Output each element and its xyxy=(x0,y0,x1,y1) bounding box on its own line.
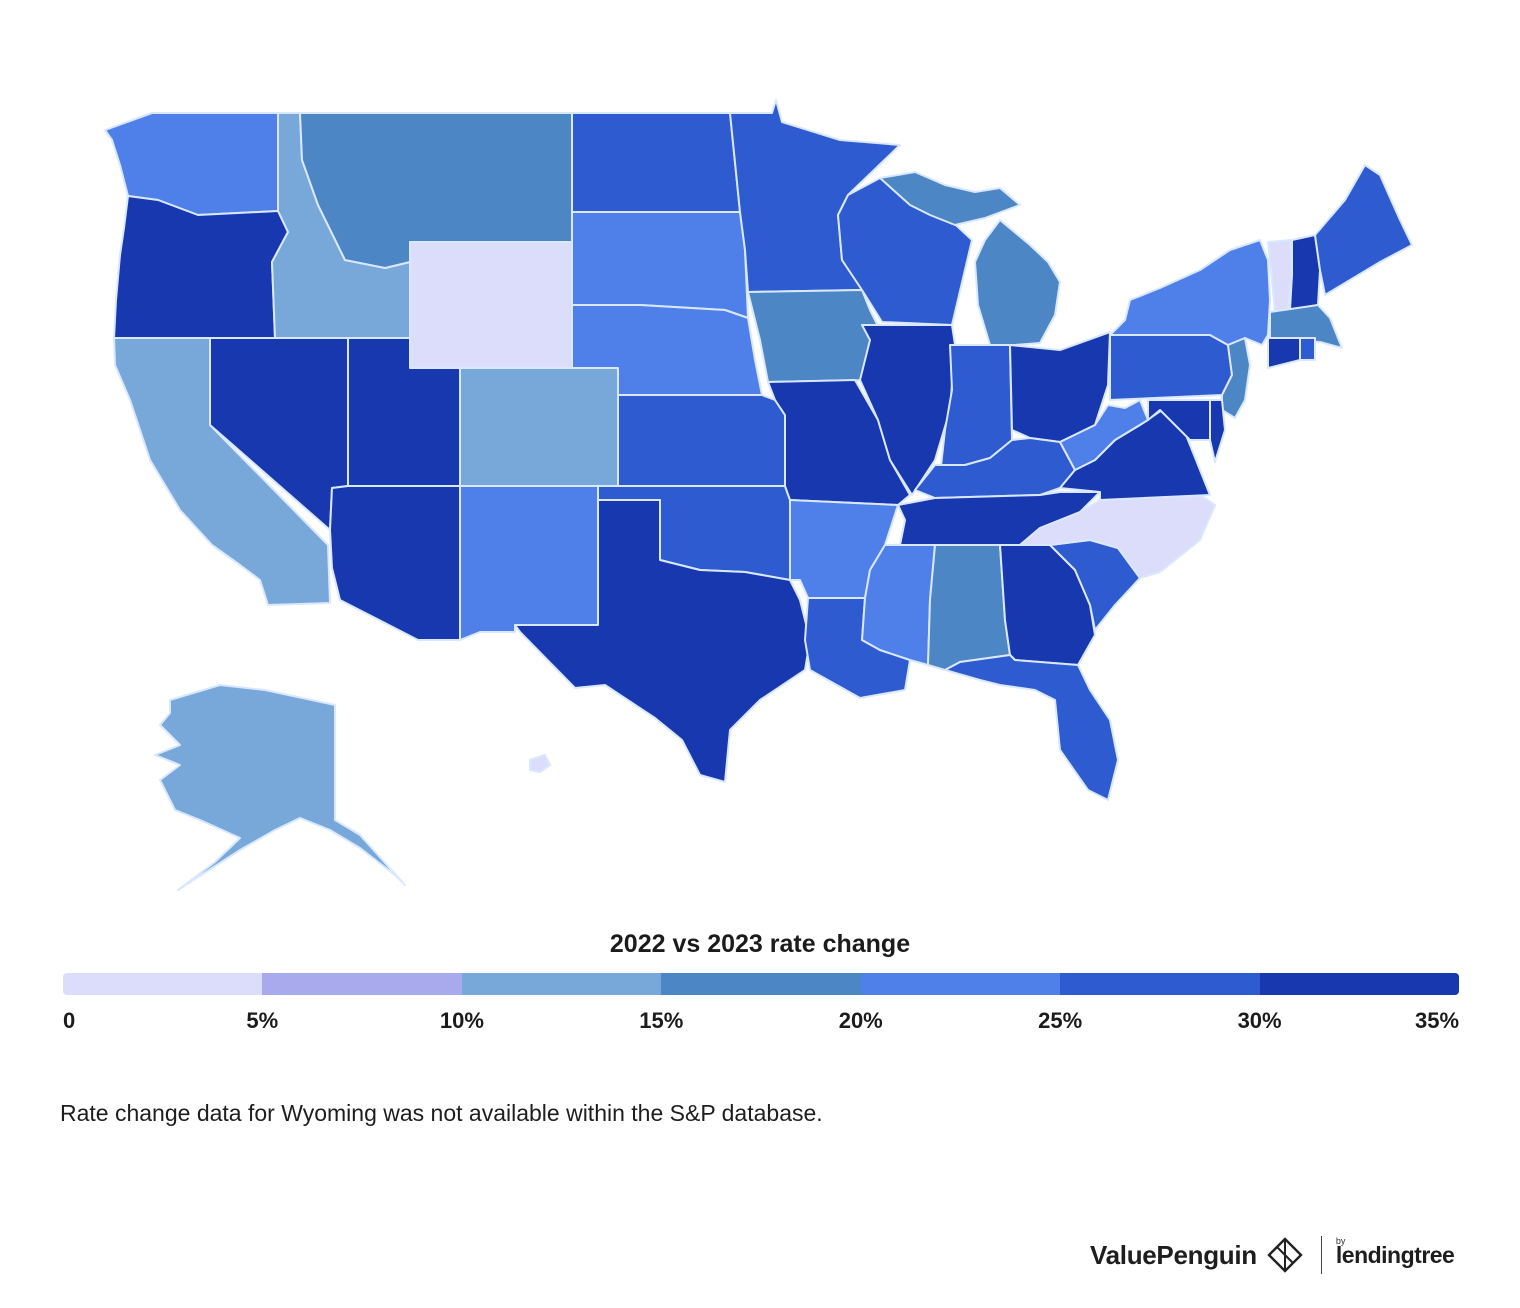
legend-swatch-3 xyxy=(461,973,662,995)
state-connecticut: Connecticut xyxy=(1267,337,1301,369)
us-choropleth-map: Washington Oregon California Idaho Nevad… xyxy=(104,99,1413,891)
state-alabama: Alabama xyxy=(927,544,1011,671)
state-south-dakota: South Dakota xyxy=(571,211,749,319)
state-michigan-lower: Michigan xyxy=(974,219,1061,346)
brand-by: by xyxy=(1335,1235,1346,1246)
state-north-dakota: North Dakota xyxy=(571,112,741,213)
state-kansas: Kansas xyxy=(617,394,786,487)
partner-name: lendingtree xyxy=(1335,1241,1455,1268)
legend-swatch-4 xyxy=(661,973,861,995)
valuepenguin-logo-icon xyxy=(1267,1237,1303,1273)
state-rhode-island: Rhode Island xyxy=(1299,337,1316,361)
state-florida: Florida xyxy=(944,654,1119,801)
legend-swatch-7 xyxy=(1259,973,1459,995)
legend-tick-label: 10% xyxy=(439,1008,484,1033)
state-colorado: Colorado xyxy=(459,367,619,487)
legend-swatch-1 xyxy=(63,973,263,995)
state-california: California xyxy=(113,337,331,606)
legend-title: 2022 vs 2023 rate change xyxy=(609,930,911,958)
legend-tick-label: 25% xyxy=(1038,1008,1083,1033)
legend-tick-label: 30% xyxy=(1237,1008,1282,1033)
state-maryland: Maryland xyxy=(1147,399,1211,441)
legend-tick-label: 5% xyxy=(246,1008,279,1033)
legend-color-bar xyxy=(63,973,1459,995)
footnote: Rate change data for Wyoming was not ava… xyxy=(60,1100,823,1126)
partner-brand: by lendingtree xyxy=(1335,1236,1455,1269)
legend-tick-label: 0 xyxy=(63,1008,76,1033)
branding: ValuePenguin by lendingtree xyxy=(1090,1230,1455,1280)
legend-swatch-5 xyxy=(860,973,1061,995)
brand-name: ValuePenguin xyxy=(1090,1239,1257,1270)
state-arizona: Arizona xyxy=(329,485,461,641)
legend-swatch-6 xyxy=(1060,973,1260,995)
state-maine: Maine xyxy=(1314,164,1413,296)
state-wyoming: Wyoming xyxy=(409,241,573,369)
legend-tick-label: 20% xyxy=(838,1008,883,1033)
state-pennsylvania: Pennsylvania xyxy=(1109,334,1233,401)
state-michigan-upper: Michigan xyxy=(879,171,1021,226)
state-oregon: Oregon xyxy=(113,195,289,339)
state-texas: Texas xyxy=(514,499,811,783)
brand-separator xyxy=(1320,1236,1322,1274)
legend-tick-labels: 0 5% 10% 15% 20% 25% 30% 35% xyxy=(63,1008,1459,1038)
state-west-virginia: West Virginia xyxy=(1059,399,1149,471)
state-illinois: Illinois xyxy=(859,324,956,496)
state-nebraska: Nebraska xyxy=(571,304,763,396)
legend-tick-label: 15% xyxy=(639,1008,684,1033)
state-hawaii: Hawaii xyxy=(529,754,551,773)
legend-tick-label: 35% xyxy=(1415,1008,1460,1033)
state-vermont: Vermont xyxy=(1267,239,1293,313)
state-alaska: Alaska xyxy=(154,684,406,891)
legend-swatch-2 xyxy=(262,973,462,995)
state-new-jersey: New Jersey xyxy=(1221,337,1251,419)
state-new-york: New York xyxy=(1109,239,1271,346)
state-delaware: Delaware xyxy=(1209,399,1226,463)
state-new-hampshire: New Hampshire xyxy=(1289,234,1321,311)
state-new-mexico: New Mexico xyxy=(459,485,599,641)
